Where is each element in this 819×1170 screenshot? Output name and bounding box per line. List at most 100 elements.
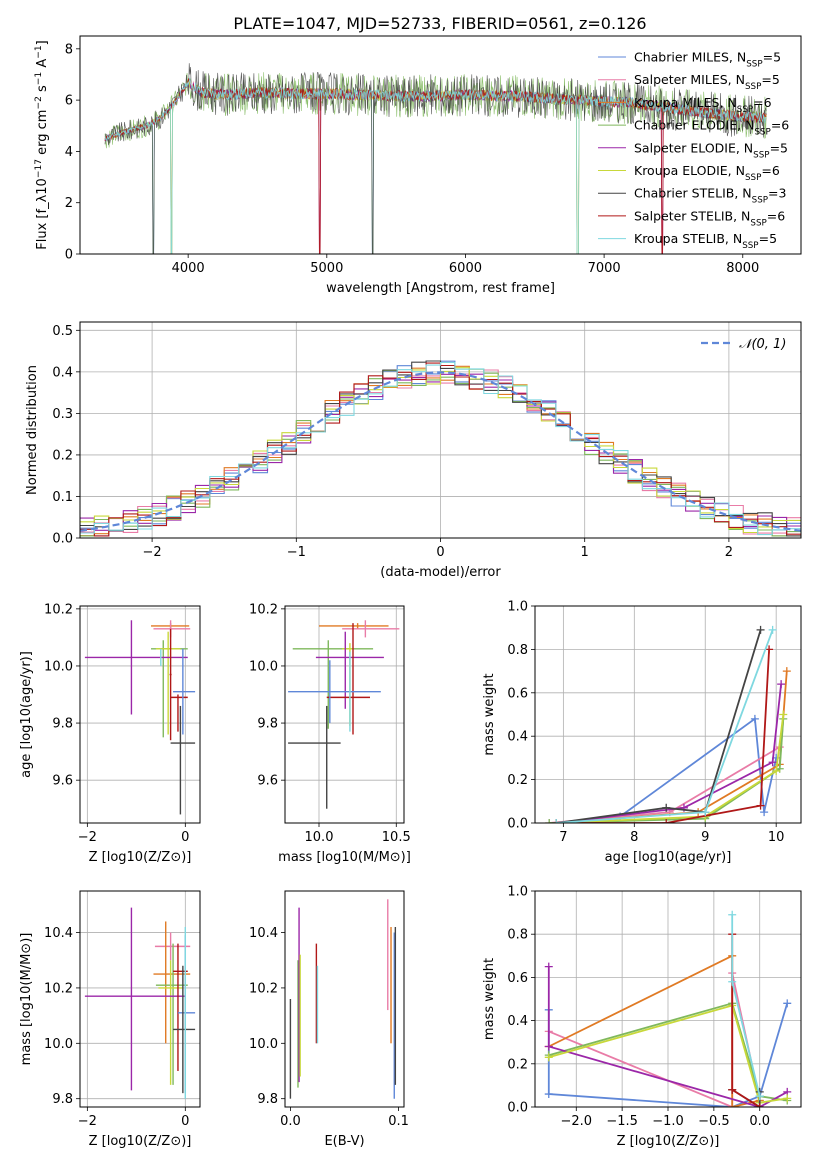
legend-label: Salpeter MILES, NSSP​=5 [634,72,780,92]
spectrum-ytick-label: 8 [65,42,73,57]
age-vs-mass-point [342,620,400,638]
weight-vs-age-plot-area [545,625,791,823]
spectrum-ytick-label: 0 [65,248,73,263]
age-vs-mass-point [292,640,374,729]
weight-vs-Z-marker [783,999,792,1008]
weight-vs-age-marker [552,819,561,823]
weight-vs-Z-ytick-label: 0.0 [507,1101,528,1116]
weight-vs-age-marker [772,766,781,775]
legend-label: Salpeter ELODIE, NSSP​=5 [634,140,788,160]
weight-vs-Z-frame [534,890,802,1108]
mass-vs-ebv-xtick-label: 0.0 [280,1114,301,1129]
age-vs-mass-ytick-label: 10.2 [249,602,278,617]
mass-vs-ebv-frame [284,890,405,1108]
mass-vs-Z-xtick-label: 0 [181,1114,189,1129]
age-vs-mass-point [288,660,381,724]
weight-vs-Z-ytick-label: 0.8 [507,928,528,943]
weight-vs-Z-marker [544,1053,553,1062]
mass-vs-ebv-ytick-label: 9.8 [257,1092,278,1107]
age-vs-mass-point [288,705,341,809]
gaussian-legend-label: 𝒩(0, 1) [739,337,786,352]
weight-vs-age-marker [760,808,769,817]
spectrum-ytick-label: 2 [65,196,73,211]
spectrum-plot-area [104,63,767,254]
age-vs-mass-ytick-label: 10.0 [249,659,278,674]
mass-vs-Z-ylabel: mass [log10(M/M⊙)] [19,933,34,1066]
weight-vs-age-line [556,629,762,823]
age-vs-Z-point [170,694,188,732]
weight-vs-age-marker [756,625,765,634]
mass-vs-ebv-xlabel: E(B-V) [324,1134,364,1149]
weight-vs-Z-xtick-label: 0.0 [749,1114,770,1129]
residuals-xtick-label: −2 [143,545,162,560]
spectrum-ylabel: Flux [f_λ10−17​ erg cm−2​ s−1​ A−1​] [34,40,50,249]
residuals-ytick-label: 0.3 [52,407,73,422]
weight-vs-age-marker [701,808,710,817]
weight-vs-Z-xlabel: Z [log10(Z/Z⊙)] [617,1134,720,1149]
weight-vs-Z-marker [728,910,737,919]
legend-label: Kroupa ELODIE, NSSP​=6 [634,163,780,183]
spectrum-xtick-label: 4000 [172,261,205,276]
mass-vs-Z-point [84,907,186,1091]
weight-vs-age-marker [765,645,774,654]
age-vs-Z-panel: −2 0 9.6 9.8 10.0 10.2 Z [log10(Z/Z⊙)] age [log… [19,602,201,865]
weight-vs-Z-marker [728,1085,737,1094]
residuals-xtick-label: −1 [287,545,306,560]
age-vs-Z-frame [79,605,201,824]
mass-vs-ebv-ytick-label: 10.4 [249,926,278,941]
spectrum-ytick-label: 6 [65,94,73,109]
weight-vs-age-xtick-label: 7 [559,830,567,845]
mass-vs-ebv-ytick-label: 10.2 [249,981,278,996]
residuals-ytick-label: 0.5 [52,324,73,339]
weight-vs-Z-marker [783,1094,792,1103]
weight-vs-age-ytick-label: 0.0 [507,817,528,832]
mass-vs-Z-ytick-label: 10.2 [44,981,73,996]
mass-vs-Z-point [158,960,183,1085]
mass-vs-ebv-plot-area [289,899,397,1099]
weight-vs-age-marker [545,819,554,823]
legend-label: Kroupa STELIB, NSSP​=5 [634,231,777,251]
mass-vs-Z-ytick-label: 10.0 [44,1037,73,1052]
mass-vs-Z-panel: −2 0 9.8 10.0 10.2 10.4 Z [log10(Z/Z⊙)] mass [l… [19,890,201,1149]
weight-vs-Z-ytick-label: 0.4 [507,1014,528,1029]
weight-vs-age-marker [756,801,765,810]
mass-vs-Z-xlabel: Z [log10(Z/Z⊙)] [89,1134,192,1149]
mass-vs-Z-point [173,965,196,1094]
mass-vs-ebv-panel: 0.0 0.1 9.8 10.0 10.2 10.4 E(B-V) [249,890,409,1149]
spectrum-xtick-label: 8000 [726,261,759,276]
age-vs-mass-point [326,623,370,735]
age-vs-Z-point [170,705,196,815]
weight-vs-age-ytick-label: 0.4 [507,730,528,745]
spectrum-panel: 4000 5000 6000 7000 8000 0 2 4 6 8 wavelength [Ang… [34,35,802,296]
residuals-ytick-label: 0.1 [52,490,73,505]
weight-vs-Z-marker [755,1092,764,1101]
spectrum-frame [79,35,802,255]
age-vs-Z-point [169,628,172,741]
weight-vs-Z-ytick-label: 0.2 [507,1057,528,1072]
weight-vs-age-xtick-label: 10 [768,830,785,845]
mass-vs-Z-point [153,921,191,1044]
weight-vs-Z-marker [728,977,737,986]
weight-vs-Z-marker [544,1042,553,1051]
spectrum-xtick-label: 6000 [449,261,482,276]
spectrum-ytick-label: 4 [65,145,73,160]
age-vs-mass-xtick-label: 10.5 [382,830,411,845]
residuals-frame [79,321,802,539]
weight-vs-age-line [556,714,785,823]
weight-vs-Z-marker [755,1103,764,1107]
residuals-xtick-label: 2 [725,545,733,560]
weight-vs-age-ylabel: mass weight [482,673,497,755]
age-vs-Z-xtick-label: 0 [181,830,189,845]
weight-vs-age-marker [782,667,791,676]
weight-vs-Z-line [548,1002,788,1102]
mass-vs-Z-ytick-label: 10.4 [44,926,73,941]
weight-vs-Z-xtick-label: −1.5 [606,1114,638,1129]
legend-label: Salpeter STELIB, NSSP​=6 [634,208,785,228]
age-vs-Z-ylabel: age [log10(age/yr)] [19,651,34,778]
weight-vs-age-ytick-label: 0.8 [507,643,528,658]
residuals-xtick-label: 0 [436,545,444,560]
weight-vs-age-marker [768,758,777,767]
